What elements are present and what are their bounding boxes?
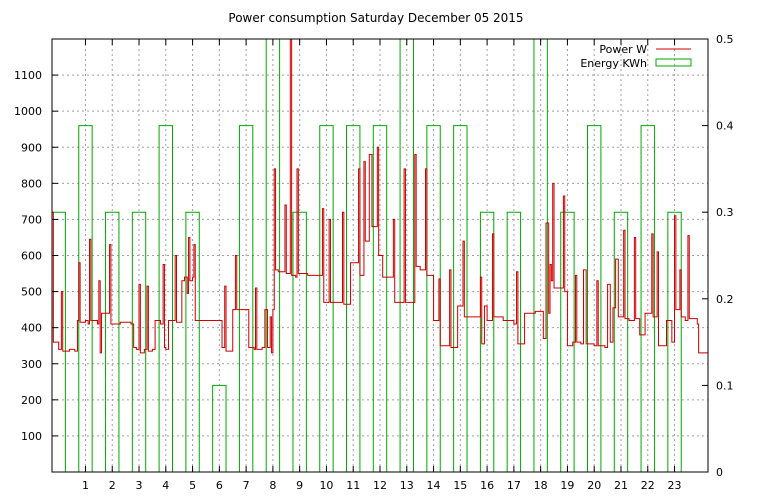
- legend-swatch-energy: [655, 58, 692, 67]
- y-tick-label: 100: [21, 430, 42, 443]
- x-tick-label: 15: [453, 479, 467, 492]
- energy-bar: [319, 125, 334, 472]
- x-tick-label: 12: [373, 479, 387, 492]
- x-tick-label: 17: [507, 479, 521, 492]
- y-tick-label: 200: [21, 394, 42, 407]
- y-tick-label: 800: [21, 177, 42, 190]
- y-tick-label: 400: [21, 322, 42, 335]
- y-tick-label: 1000: [14, 105, 42, 118]
- energy-bar: [292, 211, 307, 472]
- y2-tick-label: 0.1: [716, 379, 734, 392]
- energy-bar: [131, 211, 147, 472]
- energy-bar: [346, 125, 361, 472]
- x-tick-label: 20: [587, 479, 601, 492]
- legend: Power W Energy KWh: [580, 43, 692, 70]
- x-tick-label: 22: [641, 479, 655, 492]
- energy-bar: [640, 125, 655, 472]
- y-tick-label: 500: [21, 286, 42, 299]
- x-tick-label: 2: [109, 479, 116, 492]
- y-tick-label: 900: [21, 141, 42, 154]
- energy-bar: [238, 125, 254, 472]
- x-tick-label: 8: [269, 479, 276, 492]
- x-tick-label: 1: [82, 479, 89, 492]
- x-tick-label: 9: [296, 479, 303, 492]
- y-tick-label: 700: [21, 213, 42, 226]
- legend-label-energy: Energy KWh: [580, 57, 647, 70]
- y2-tick-label: 0.4: [716, 120, 734, 133]
- energy-bar: [158, 125, 173, 472]
- x-tick-label: 18: [534, 479, 548, 492]
- x-tick-label: 13: [400, 479, 414, 492]
- x-tick-label: 14: [427, 479, 441, 492]
- x-tick-label: 23: [668, 479, 682, 492]
- energy-bar: [506, 211, 522, 472]
- energy-bar: [587, 125, 602, 472]
- energy-bar: [667, 211, 682, 472]
- x-tick-label: 10: [319, 479, 333, 492]
- energy-bar: [105, 211, 120, 472]
- y-tick-label: 1100: [14, 69, 42, 82]
- y2-tick-label: 0.5: [716, 33, 734, 46]
- energy-bar: [613, 211, 629, 472]
- x-tick-label: 21: [614, 479, 628, 492]
- x-tick-label: 7: [243, 479, 250, 492]
- x-tick-label: 11: [346, 479, 360, 492]
- y2-tick-label: 0.2: [716, 293, 734, 306]
- y-tick-label: 600: [21, 250, 42, 263]
- energy-bar: [453, 125, 468, 472]
- y2-tick-label: 0.3: [716, 206, 734, 219]
- x-tick-label: 4: [162, 479, 169, 492]
- x-tick-label: 5: [189, 479, 196, 492]
- energy-bar: [185, 211, 200, 472]
- x-tick-label: 3: [136, 479, 143, 492]
- y2-tick-label: 0: [716, 466, 723, 479]
- x-tick-label: 6: [216, 479, 223, 492]
- power-line: [52, 38, 708, 354]
- legend-label-power: Power W: [599, 43, 647, 56]
- x-tick-label: 19: [560, 479, 574, 492]
- energy-bar: [372, 125, 388, 472]
- y-tick-label: 300: [21, 358, 42, 371]
- energy-bar: [212, 384, 227, 472]
- chart-title: Power consumption Saturday December 05 2…: [228, 11, 523, 25]
- x-tick-label: 16: [480, 479, 494, 492]
- energy-bar: [479, 211, 495, 472]
